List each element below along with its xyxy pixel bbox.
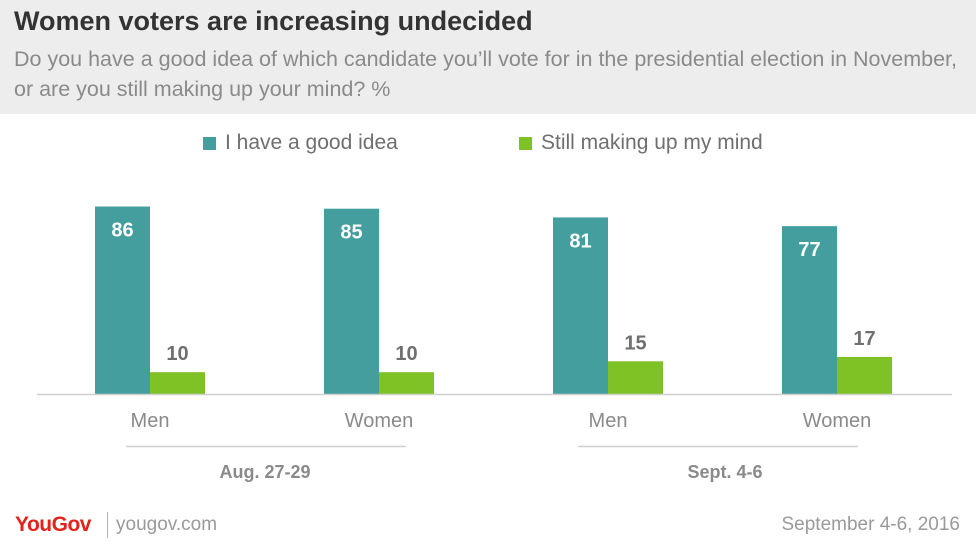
data-label-good-idea-1: 85 <box>340 222 362 244</box>
data-label-good-idea-0: 86 <box>111 220 133 242</box>
chart-header: Women voters are increasing undecided Do… <box>0 0 976 114</box>
yougov-logo: YouGov <box>15 513 91 536</box>
bar-still-deciding-0 <box>150 372 205 394</box>
bar-good-idea-0 <box>95 206 150 394</box>
footer-site-link[interactable]: yougov.com <box>116 514 218 535</box>
footer-separator <box>107 512 108 538</box>
data-label-good-idea-2: 81 <box>569 230 591 252</box>
legend-label-still-deciding: Still making up my mind <box>541 131 763 154</box>
data-label-still-deciding-2: 15 <box>624 332 646 354</box>
data-label-still-deciding-0: 10 <box>166 343 188 365</box>
bar-still-deciding-2 <box>608 361 663 394</box>
category-label-3: Women <box>803 410 872 432</box>
footer-date: September 4-6, 2016 <box>781 514 960 535</box>
bar-good-idea-2 <box>553 217 608 394</box>
legend-item-good-idea: I have a good idea <box>203 128 398 158</box>
category-label-2: Men <box>589 410 628 432</box>
legend-swatch-still-deciding <box>519 136 532 150</box>
bar-still-deciding-1 <box>379 372 434 394</box>
legend-item-still-deciding: Still making up my mind <box>519 128 763 158</box>
bar-chart: 86 85 81 77 10 10 15 17 Men Women Men Women Aug. 27-… <box>37 206 952 482</box>
bar-still-deciding-3 <box>837 356 892 394</box>
chart-legend: I have a good idea Still making up my mi… <box>0 128 976 158</box>
data-label-good-idea-3: 77 <box>798 239 820 261</box>
group-label-1: Sept. 4-6 <box>687 462 762 482</box>
chart-title: Women voters are increasing undecided <box>14 6 533 36</box>
chart-subtitle: Do you have a good idea of which candida… <box>14 47 957 101</box>
legend-label-good-idea: I have a good idea <box>225 131 398 154</box>
bar-good-idea-1 <box>324 208 379 394</box>
category-label-0: Men <box>131 410 170 432</box>
group-label-0: Aug. 27-29 <box>219 462 310 482</box>
category-label-1: Women <box>345 410 414 432</box>
legend-swatch-good-idea <box>203 136 216 150</box>
bar-good-idea-3 <box>782 226 837 394</box>
data-label-still-deciding-1: 10 <box>395 343 417 365</box>
data-label-still-deciding-3: 17 <box>853 328 875 350</box>
